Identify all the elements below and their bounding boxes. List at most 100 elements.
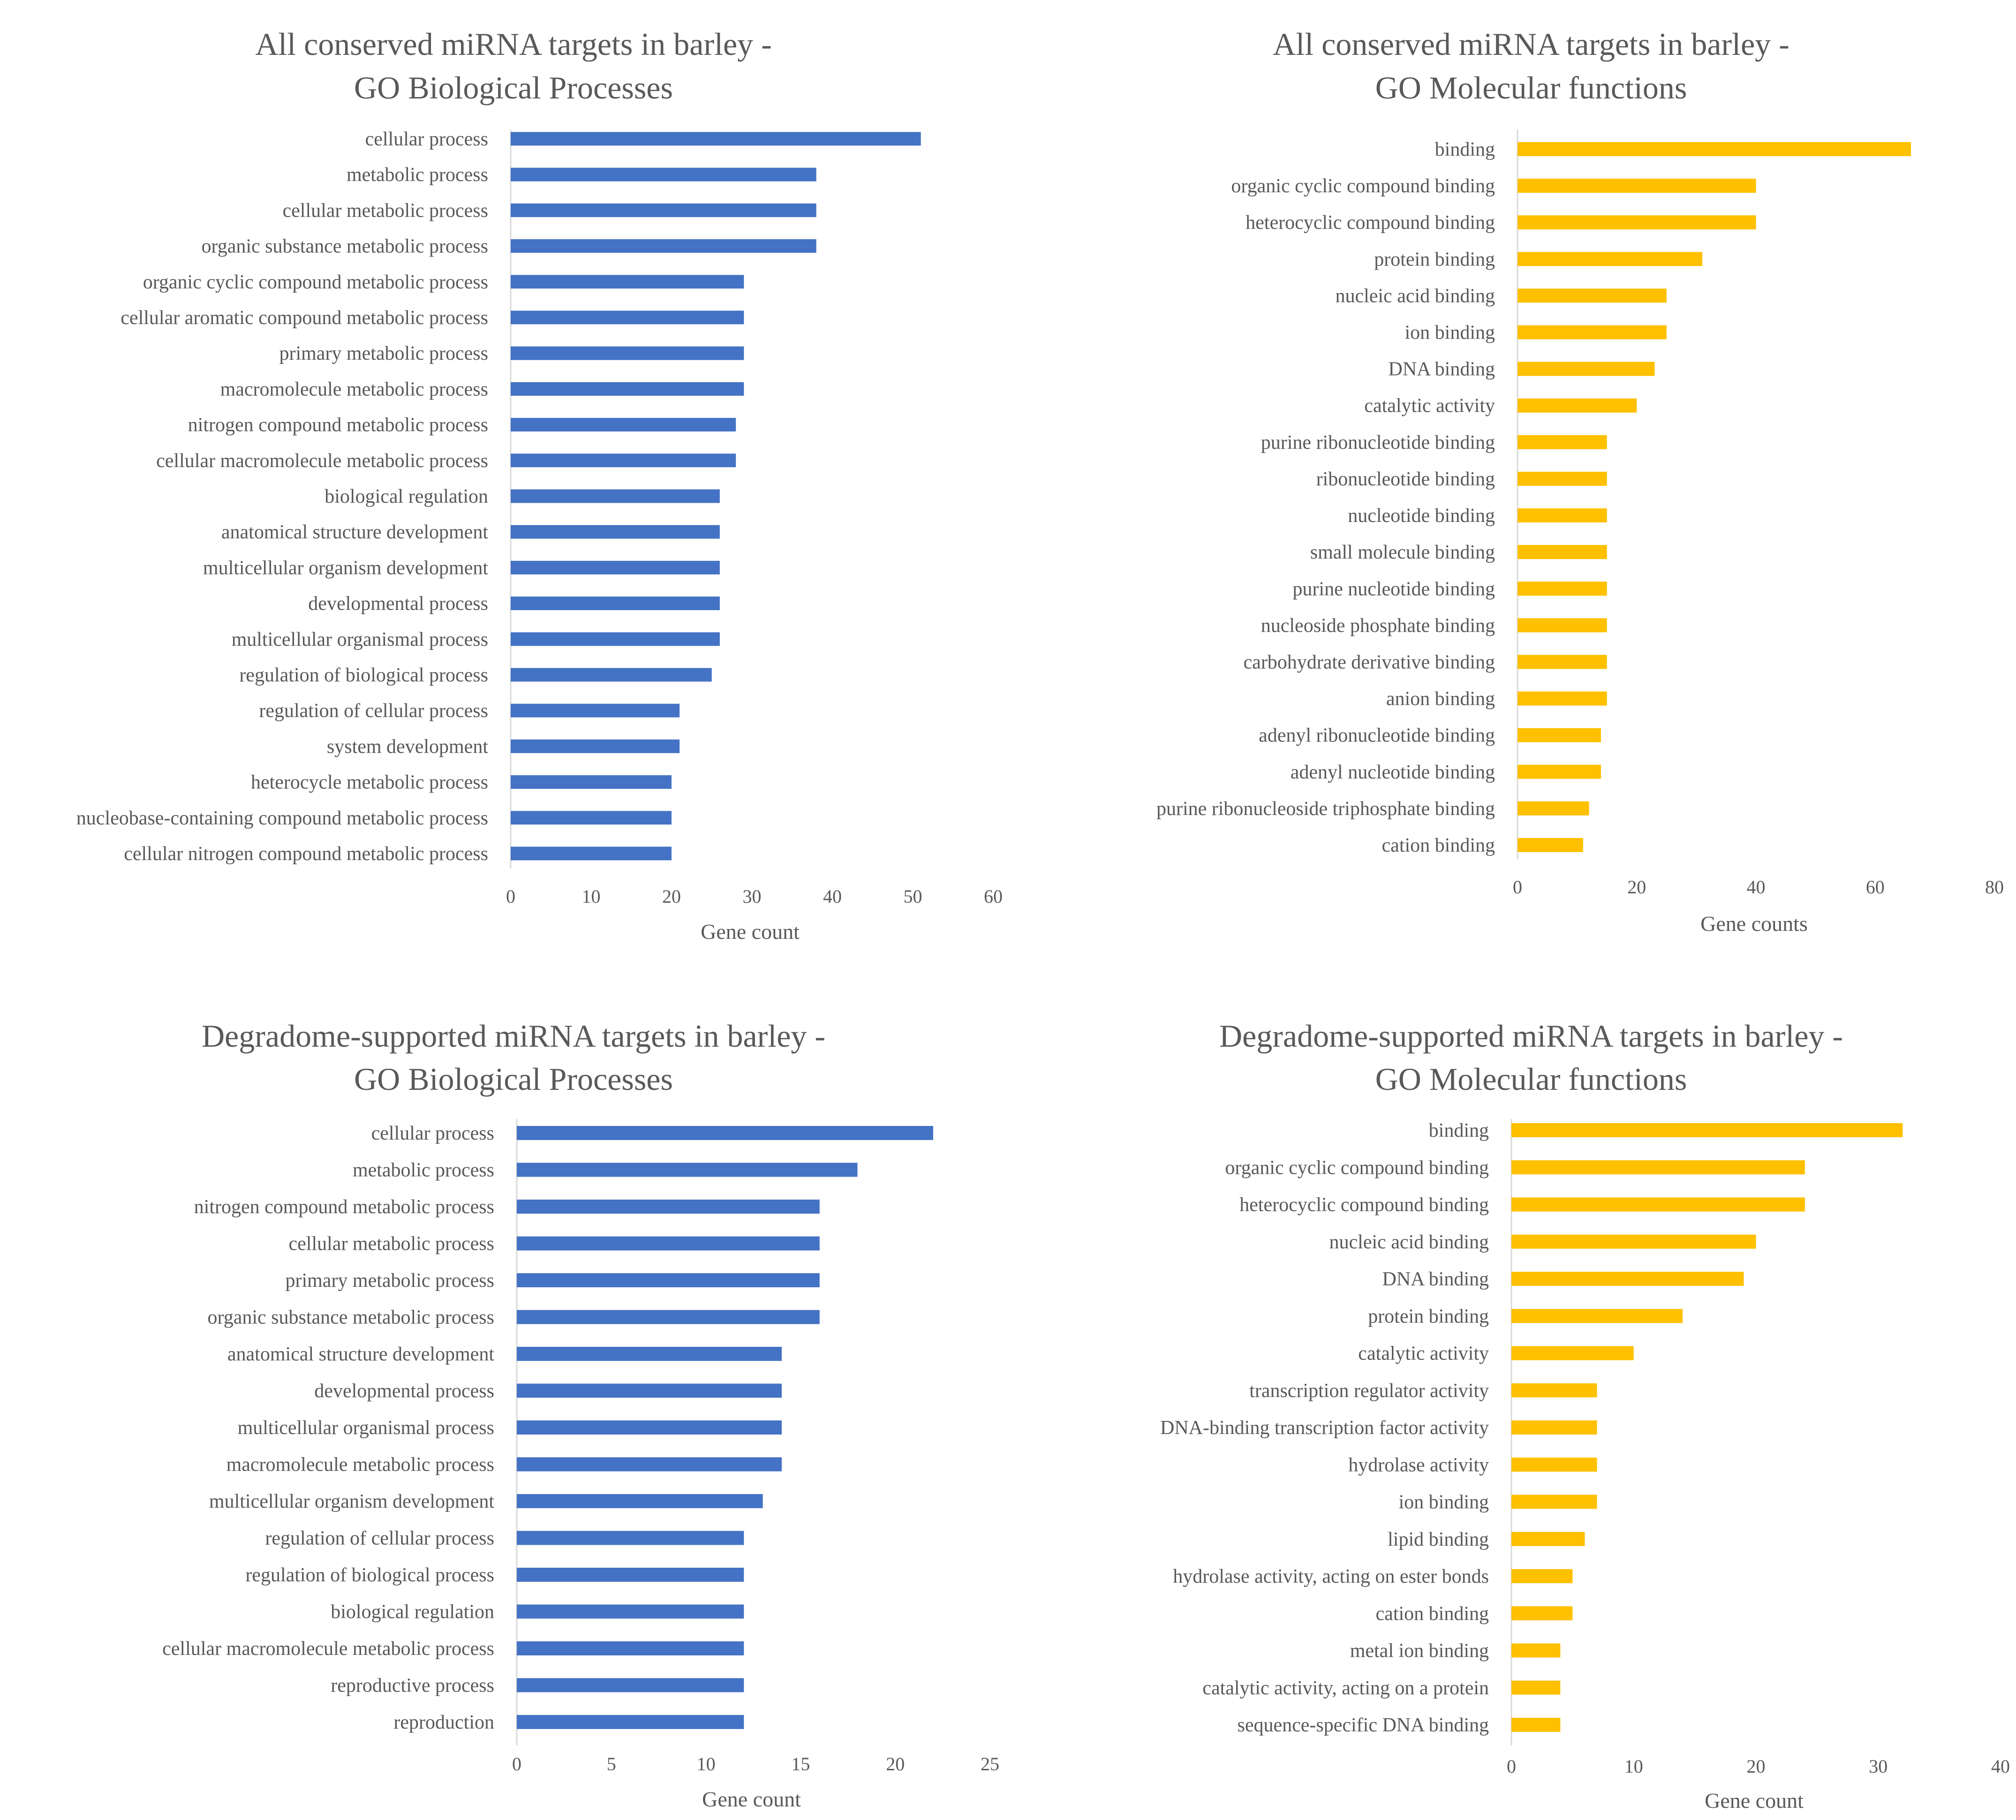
category-label: cellular metabolic process	[289, 1233, 494, 1255]
category-label: nucleic acid binding	[1335, 285, 1495, 307]
category-label: metabolic process	[347, 164, 488, 186]
bar	[1511, 1606, 1573, 1621]
category-label: developmental process	[314, 1381, 494, 1402]
bar	[511, 811, 672, 825]
bar	[1518, 252, 1703, 266]
bar	[517, 1715, 744, 1729]
x-tick-label: 0	[512, 1753, 521, 1775]
x-axis-label: Gene count	[1705, 1789, 1804, 1812]
x-tick-label: 50	[904, 886, 922, 907]
category-label: anatomical structure development	[221, 521, 488, 543]
category-label: regulation of cellular process	[259, 700, 488, 722]
bar	[1518, 362, 1655, 376]
bar	[517, 1163, 858, 1177]
bar	[517, 1641, 744, 1655]
category-label: sequence-specific DNA binding	[1237, 1714, 1489, 1736]
bar	[517, 1678, 744, 1692]
x-tick-label: 30	[1869, 1756, 1888, 1777]
bar	[517, 1568, 744, 1582]
category-label: ribonucleotide binding	[1316, 468, 1495, 490]
category-label: lipid binding	[1388, 1529, 1489, 1550]
x-axis-label: Gene count	[702, 1787, 801, 1811]
bar	[517, 1236, 820, 1251]
chart-panel-3: Degradome-supported miRNA targets in bar…	[162, 1018, 999, 1811]
bar	[1511, 1234, 1756, 1249]
chart-title-line-2: GO Molecular functions	[1375, 1061, 1687, 1097]
category-label: binding	[1435, 139, 1495, 160]
category-label: adenyl ribonucleotide binding	[1259, 725, 1495, 747]
category-label: cellular aromatic compound metabolic pro…	[121, 307, 488, 329]
category-label: hydrolase activity	[1348, 1454, 1489, 1476]
bar	[1518, 838, 1583, 852]
bar	[517, 1347, 782, 1361]
bar	[511, 382, 744, 396]
category-label: multicellular organism development	[209, 1491, 494, 1512]
category-label: reproduction	[393, 1712, 494, 1733]
chart-title-line-2: GO Biological Processes	[354, 70, 673, 106]
chart-title-line-2: GO Biological Processes	[354, 1061, 673, 1097]
x-tick-label: 40	[823, 886, 842, 907]
category-label: nucleotide binding	[1348, 505, 1495, 527]
category-label: organic substance metabolic process	[201, 236, 488, 257]
category-label: metal ion binding	[1350, 1640, 1489, 1662]
bar	[1518, 764, 1601, 779]
category-label: regulation of cellular process	[265, 1528, 494, 1549]
category-label: nitrogen compound metabolic process	[188, 415, 488, 436]
bar	[1518, 801, 1589, 816]
bar	[517, 1273, 820, 1287]
chart-panel-2: All conserved miRNA targets in barley - G…	[1156, 26, 2004, 936]
bar	[511, 775, 672, 789]
category-label: cellular macromolecule metabolic process	[162, 1638, 494, 1660]
bar	[1511, 1272, 1744, 1286]
category-label: nucleic acid binding	[1329, 1231, 1489, 1253]
category-label: reproductive process	[331, 1675, 494, 1697]
bar	[1518, 435, 1607, 449]
category-label: organic cyclic compound binding	[1231, 175, 1495, 197]
bar	[517, 1200, 820, 1214]
bar	[511, 525, 720, 539]
category-label: organic cyclic compound metabolic proces…	[143, 272, 488, 293]
bar	[517, 1604, 744, 1619]
category-label: multicellular organism development	[203, 557, 488, 579]
category-label: catalytic activity	[1364, 395, 1495, 417]
x-tick-label: 60	[1866, 876, 1885, 898]
bar	[511, 703, 680, 717]
x-tick-label: 5	[607, 1753, 616, 1775]
bar	[1518, 325, 1667, 340]
bar	[511, 846, 672, 861]
category-label: organic substance metabolic process	[207, 1307, 494, 1329]
x-axis-label: Gene count	[701, 920, 800, 944]
category-label: macromolecule metabolic process	[227, 1454, 494, 1476]
category-label: cellular nitrogen compound metabolic pro…	[124, 843, 488, 865]
category-label: heterocyclic compound binding	[1246, 212, 1495, 234]
category-label: cation binding	[1382, 835, 1495, 856]
category-label: regulation of biological process	[245, 1564, 494, 1586]
bar	[517, 1494, 763, 1508]
x-tick-label: 0	[1507, 1756, 1516, 1777]
bar	[511, 167, 816, 181]
category-label: cellular process	[371, 1123, 494, 1144]
category-label: multicellular organismal process	[238, 1417, 494, 1439]
bar	[511, 739, 680, 753]
bar	[1518, 288, 1667, 303]
category-label: biological regulation	[325, 486, 488, 507]
bar	[1518, 179, 1756, 193]
category-label: cellular macromolecule metabolic process	[156, 450, 488, 472]
x-tick-label: 10	[697, 1753, 716, 1775]
category-label: hydrolase activity, acting on ester bond…	[1173, 1566, 1489, 1587]
category-label: heterocyclic compound binding	[1239, 1194, 1489, 1216]
bar	[1511, 1680, 1561, 1695]
category-label: primary metabolic process	[279, 343, 488, 364]
chart-title-line-2: GO Molecular functions	[1375, 70, 1687, 106]
category-label: developmental process	[308, 593, 488, 615]
x-tick-label: 40	[1747, 876, 1766, 898]
bar	[1518, 142, 1911, 156]
category-label: DNA-binding transcription factor activit…	[1160, 1417, 1489, 1439]
bar	[517, 1310, 820, 1324]
category-label: multicellular organismal process	[232, 629, 488, 650]
category-label: metabolic process	[353, 1160, 494, 1181]
x-tick-label: 40	[1991, 1756, 2010, 1777]
bar	[1511, 1383, 1597, 1397]
bar	[511, 310, 744, 325]
